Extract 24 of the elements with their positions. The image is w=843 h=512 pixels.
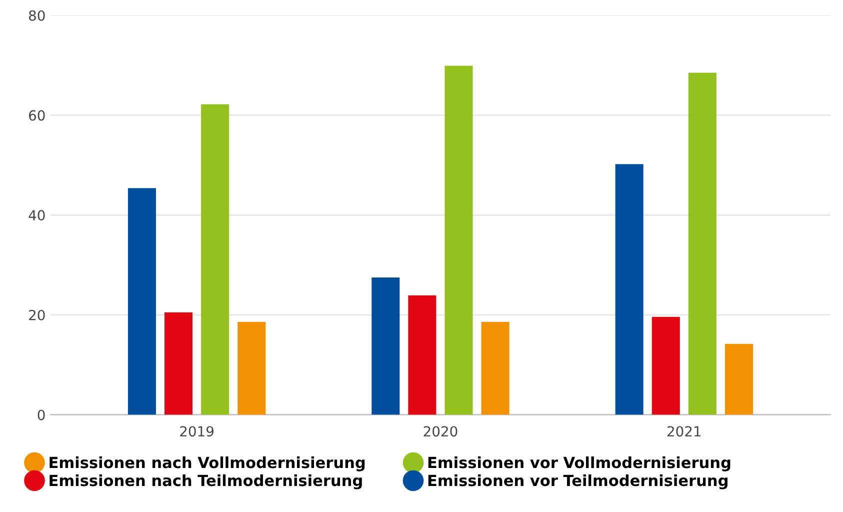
legend-label: Emissionen vor Vollmodernisierung bbox=[428, 456, 730, 472]
x-tick-label: 2019 bbox=[180, 426, 214, 437]
bar bbox=[615, 164, 644, 415]
legend-label: Emissionen nach Vollmodernisierung bbox=[50, 456, 365, 472]
bar bbox=[444, 66, 473, 415]
x-tick-label: 2021 bbox=[667, 426, 701, 437]
legend-label: Emissionen vor Teilmodernisierung bbox=[428, 474, 728, 490]
y-tick-label: 0 bbox=[38, 410, 45, 420]
y-tick-label: 80 bbox=[28, 10, 45, 21]
bar bbox=[652, 316, 680, 415]
bar bbox=[408, 295, 436, 415]
bar bbox=[128, 188, 156, 415]
bar bbox=[724, 344, 753, 415]
y-tick-label: 60 bbox=[29, 110, 45, 121]
y-tick-label: 20 bbox=[29, 310, 45, 320]
bar bbox=[201, 104, 230, 415]
y-tick-label: 40 bbox=[28, 210, 45, 221]
bar bbox=[238, 322, 266, 415]
bar bbox=[481, 322, 510, 415]
x-tick-label: 2020 bbox=[424, 426, 458, 437]
bar bbox=[164, 312, 193, 415]
bar bbox=[688, 72, 716, 415]
legend-label: Emissionen nach Teilmodernisierung bbox=[50, 474, 362, 490]
bar bbox=[372, 277, 400, 415]
